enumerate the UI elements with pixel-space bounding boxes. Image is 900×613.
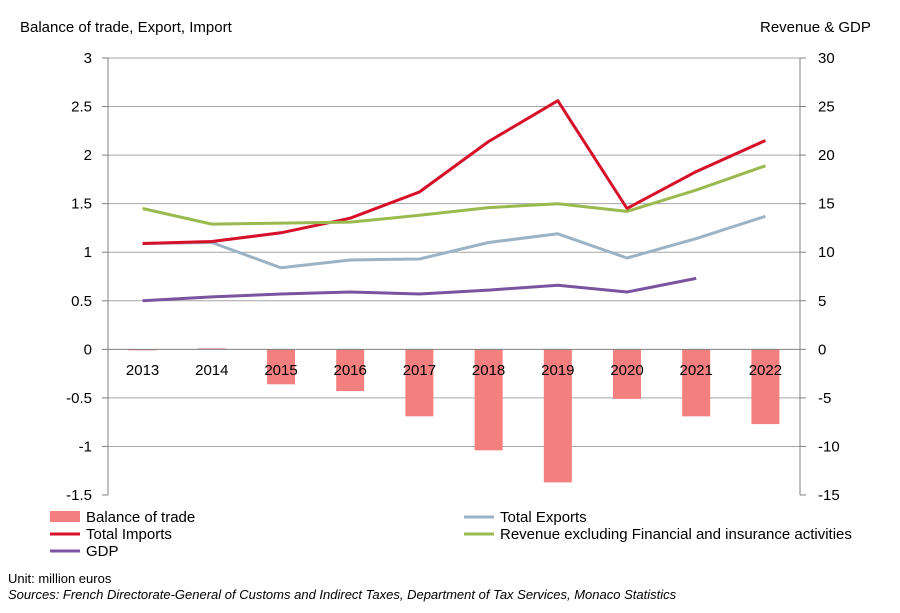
right-tick-label: -15: [818, 487, 840, 504]
unit-note: Unit: million euros: [8, 571, 112, 586]
category-label: 2017: [403, 362, 436, 379]
bar-balance-of-trade: [405, 349, 434, 417]
left-tick-label: 1: [84, 244, 92, 261]
bar-balance-of-trade: [682, 349, 711, 417]
category-label: 2022: [749, 362, 782, 379]
right-tick-label: -10: [818, 438, 840, 455]
right-tick-label: 25: [818, 99, 835, 116]
category-label: 2015: [264, 362, 297, 379]
legend-swatch-balance-of-trade: [50, 511, 80, 522]
category-label: 2019: [541, 362, 574, 379]
bar-balance-of-trade: [267, 349, 295, 385]
line-total-imports: [142, 99, 767, 245]
right-tick-label: 20: [818, 147, 835, 164]
right-tick-label: 15: [818, 196, 835, 213]
left-tick-label: -0.5: [66, 390, 92, 407]
category-label: 2013: [126, 362, 159, 379]
left-tick-label: -1.5: [66, 487, 92, 504]
bar-balance-of-trade: [613, 349, 641, 399]
bar-balance-of-trade: [474, 349, 503, 451]
left-tick-label: 0.5: [71, 293, 92, 310]
bar-balance-of-trade: [751, 349, 780, 425]
left-tick-label: 1.5: [71, 196, 92, 213]
category-label: 2014: [195, 362, 228, 379]
left-axis-title: Balance of trade, Export, Import: [20, 19, 232, 36]
bar-balance-of-trade: [336, 349, 365, 392]
left-tick-label: 2: [84, 147, 92, 164]
line-total-exports: [142, 214, 766, 270]
line-revenue-excluding-financial-and-insurance-activities: [142, 164, 766, 226]
legend-label-gdp: GDP: [86, 543, 119, 560]
bar-balance-of-trade: [543, 349, 572, 483]
right-tick-label: 30: [818, 50, 835, 67]
legend-label-total-exports: Total Exports: [500, 509, 587, 526]
left-tick-label: -1: [79, 438, 92, 455]
left-tick-label: 3: [84, 50, 92, 67]
right-axis-title: Revenue & GDP: [760, 19, 871, 36]
category-label: 2016: [334, 362, 367, 379]
left-tick-label: 0: [84, 341, 92, 358]
category-label: 2021: [680, 362, 713, 379]
right-tick-label: 5: [818, 293, 826, 310]
line-gdp: [142, 276, 697, 303]
left-tick-label: 2.5: [71, 99, 92, 116]
category-label: 2018: [472, 362, 505, 379]
category-label: 2020: [610, 362, 643, 379]
legend-label-revenue-excluding-financial-and-insurance-activities: Revenue excluding Financial and insuranc…: [500, 526, 852, 543]
legend-label-total-imports: Total Imports: [86, 526, 172, 543]
right-tick-label: 10: [818, 244, 835, 261]
sources-note: Sources: French Directorate-General of C…: [8, 587, 677, 602]
right-tick-label: 0: [818, 341, 826, 358]
right-tick-label: -5: [818, 390, 831, 407]
legend-label-balance-of-trade: Balance of trade: [86, 509, 195, 526]
